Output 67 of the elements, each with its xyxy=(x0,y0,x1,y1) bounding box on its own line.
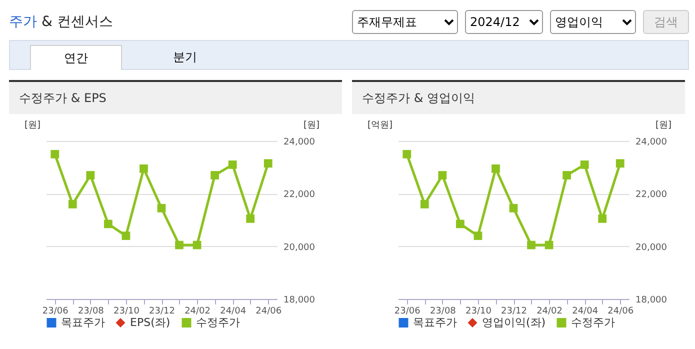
y2-axis-title: [원] xyxy=(655,120,672,130)
point xyxy=(616,159,624,168)
y2-tick-label: 24,000 xyxy=(284,138,316,148)
chart-title: 수정주가 & EPS xyxy=(9,82,342,114)
chart-title: 수정주가 & 영업이익 xyxy=(352,82,685,114)
point xyxy=(438,171,447,180)
legend-label: 목표주가 xyxy=(413,316,457,329)
x-tick-label: 23/08 xyxy=(430,306,456,316)
y2-tick-label: 24,000 xyxy=(636,138,668,148)
point xyxy=(50,150,60,158)
point xyxy=(420,200,429,208)
x-tick-label: 24/02 xyxy=(536,306,563,316)
point xyxy=(68,200,77,208)
point xyxy=(562,171,571,180)
x-tick-label: 24/06 xyxy=(608,306,634,316)
x-tick-label: 24/04 xyxy=(572,306,598,316)
y2-tick-label: 20,000 xyxy=(636,242,668,253)
y2-axis-title: [원] xyxy=(303,120,320,130)
y2-tick-label: 18,000 xyxy=(636,296,668,306)
point xyxy=(122,232,130,240)
point xyxy=(264,159,272,168)
point xyxy=(527,240,536,250)
y-axis-title: [억원] xyxy=(367,120,392,130)
x-tick-label: 23/12 xyxy=(501,306,527,316)
x-tick-label: 23/06 xyxy=(394,306,421,316)
point xyxy=(104,220,112,228)
text: 검색 xyxy=(643,10,689,34)
legend-label: EPS(좌) xyxy=(130,316,170,329)
x-tick-label: 24/04 xyxy=(220,306,246,316)
point xyxy=(598,214,607,223)
x-tick-label: 23/08 xyxy=(78,306,104,316)
text: 2024/12 xyxy=(465,10,543,34)
x-tick-label: 23/06 xyxy=(42,306,69,316)
text: 주가 & 컨센서스 xyxy=(9,13,113,31)
point xyxy=(192,240,202,250)
point xyxy=(246,214,255,223)
y-axis-title: [원] xyxy=(24,120,40,130)
point xyxy=(157,204,166,212)
y2-tick-label: 18,000 xyxy=(284,296,316,306)
legend-label: 수정주가 xyxy=(196,316,240,329)
text: 주재무제표 xyxy=(352,10,458,34)
point xyxy=(456,220,464,228)
x-tick-label: 24/06 xyxy=(256,306,282,316)
y2-tick-label: 22,000 xyxy=(284,190,316,200)
point xyxy=(228,160,237,169)
legend-label: 수정주가 xyxy=(571,316,615,329)
point xyxy=(509,204,518,212)
point xyxy=(474,232,482,240)
y2-tick-label: 22,000 xyxy=(636,190,668,200)
x-tick-label: 23/10 xyxy=(465,306,492,316)
point xyxy=(492,164,500,173)
text: 영업이익 xyxy=(550,10,636,34)
point xyxy=(210,171,219,180)
y2-tick-label: 20,000 xyxy=(284,242,316,253)
text: 분기 xyxy=(172,49,198,66)
point xyxy=(175,240,184,250)
legend-label: 영업이익(좌) xyxy=(482,316,546,329)
point xyxy=(544,240,554,250)
point xyxy=(140,164,148,173)
point xyxy=(86,171,95,180)
point xyxy=(580,160,589,169)
text: 연간 xyxy=(30,45,122,70)
x-tick-label: 23/12 xyxy=(149,306,175,316)
legend-label: 목표주가 xyxy=(61,316,105,329)
x-tick-label: 23/10 xyxy=(113,306,140,316)
x-tick-label: 24/02 xyxy=(184,306,211,316)
point xyxy=(402,150,412,158)
